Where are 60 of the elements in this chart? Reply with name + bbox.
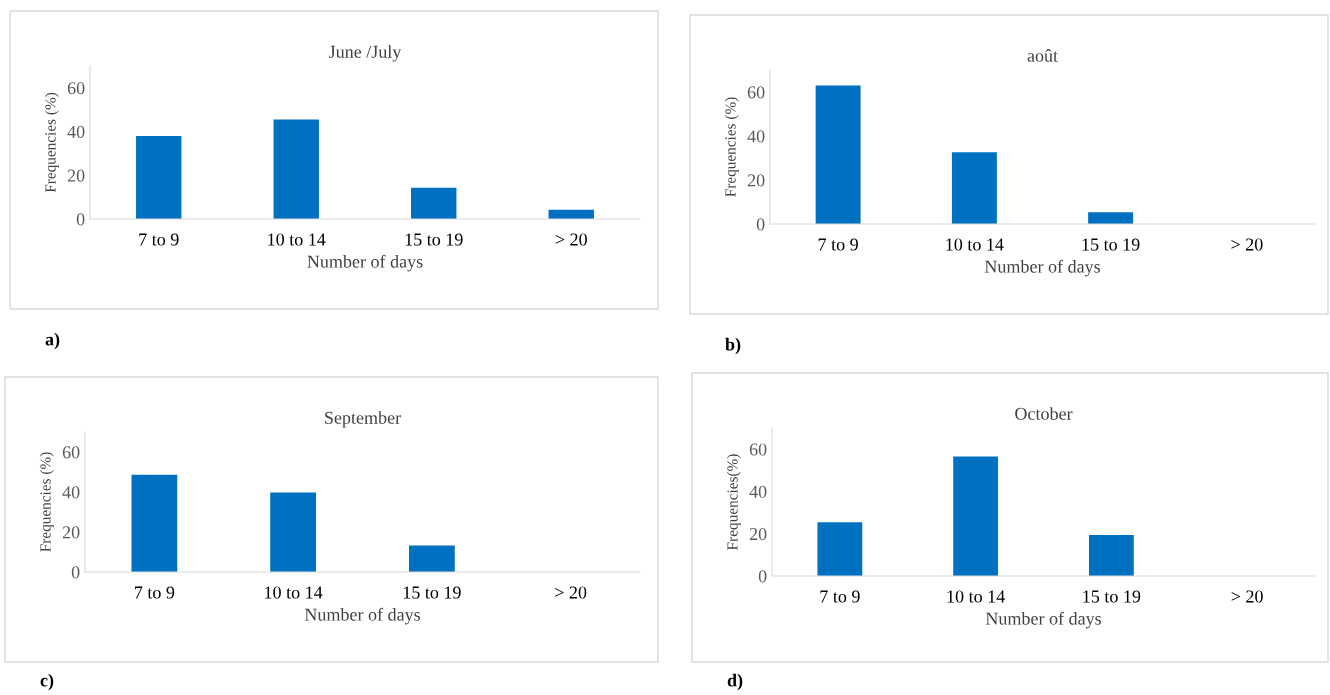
x-tick-label: 7 to 9: [135, 586, 175, 599]
x-axis-title: Number of days: [985, 611, 1102, 629]
x-tick-label: 15 to 19: [1082, 238, 1140, 251]
x-tick-label: 10 to 14: [947, 590, 1005, 603]
bar: [951, 152, 997, 224]
chart-title: October: [1015, 407, 1073, 420]
bar: [815, 85, 861, 224]
chart-title: September: [325, 411, 401, 428]
x-tick-label: > 20: [555, 586, 587, 599]
y-tick-label: 0: [76, 213, 85, 226]
x-tick-label: 10 to 14: [268, 233, 326, 246]
y-tick-label: 40: [749, 485, 767, 498]
x-tick-label: 15 to 19: [1083, 590, 1141, 603]
y-tick-label: 0: [71, 566, 80, 579]
bar: [411, 187, 457, 219]
x-tick-label: > 20: [555, 233, 587, 246]
text: b): [725, 337, 741, 355]
x-tick-label: > 20: [1231, 238, 1263, 251]
bar: [953, 456, 999, 576]
bar: [270, 492, 317, 572]
chart-title: août: [1027, 49, 1058, 62]
text: a): [45, 332, 60, 350]
x-tick-label: 10 to 14: [946, 238, 1004, 251]
y-tick-label: 60: [62, 446, 80, 459]
y-tick-label: 40: [67, 125, 85, 139]
bar: [1088, 212, 1134, 224]
y-axis-title: Frequencies (%): [724, 97, 739, 197]
x-tick-label: > 20: [1231, 590, 1263, 603]
bar: [273, 119, 319, 219]
y-tick-label: 20: [67, 169, 85, 182]
x-axis-title: Number of days: [307, 254, 423, 272]
y-tick-label: 0: [756, 218, 765, 231]
text: c): [40, 673, 54, 691]
y-tick-label: 60: [749, 443, 767, 456]
y-tick-label: 60: [67, 82, 85, 95]
y-tick-label: 0: [758, 570, 767, 583]
y-axis-title: Frequencies (%): [39, 452, 54, 552]
y-tick-label: 40: [62, 486, 80, 499]
y-tick-label: 20: [747, 174, 765, 187]
x-tick-label: 15 to 19: [403, 586, 461, 599]
x-tick-label: 7 to 9: [820, 590, 860, 603]
x-tick-label: 7 to 9: [818, 238, 858, 251]
text: d): [727, 673, 743, 691]
bar: [817, 522, 863, 576]
y-axis-title: Frequencies(%): [726, 454, 741, 550]
y-tick-label: 40: [747, 130, 765, 143]
x-tick-label: 15 to 19: [405, 233, 463, 246]
x-tick-label: 10 to 14: [265, 586, 323, 599]
y-tick-label: 20: [62, 526, 80, 539]
x-axis-title: Number of days: [304, 607, 421, 625]
y-tick-label: 60: [747, 86, 765, 99]
y-tick-label: 20: [749, 527, 767, 541]
y-axis-title: Frequencies (%): [44, 92, 59, 193]
bar: [136, 135, 182, 219]
bar: [408, 545, 455, 572]
x-axis-title: Number of days: [984, 259, 1101, 277]
bar: [131, 474, 178, 572]
x-tick-label: 7 to 9: [139, 233, 179, 246]
bar: [1088, 534, 1134, 576]
chart-title: June /July: [329, 45, 402, 62]
